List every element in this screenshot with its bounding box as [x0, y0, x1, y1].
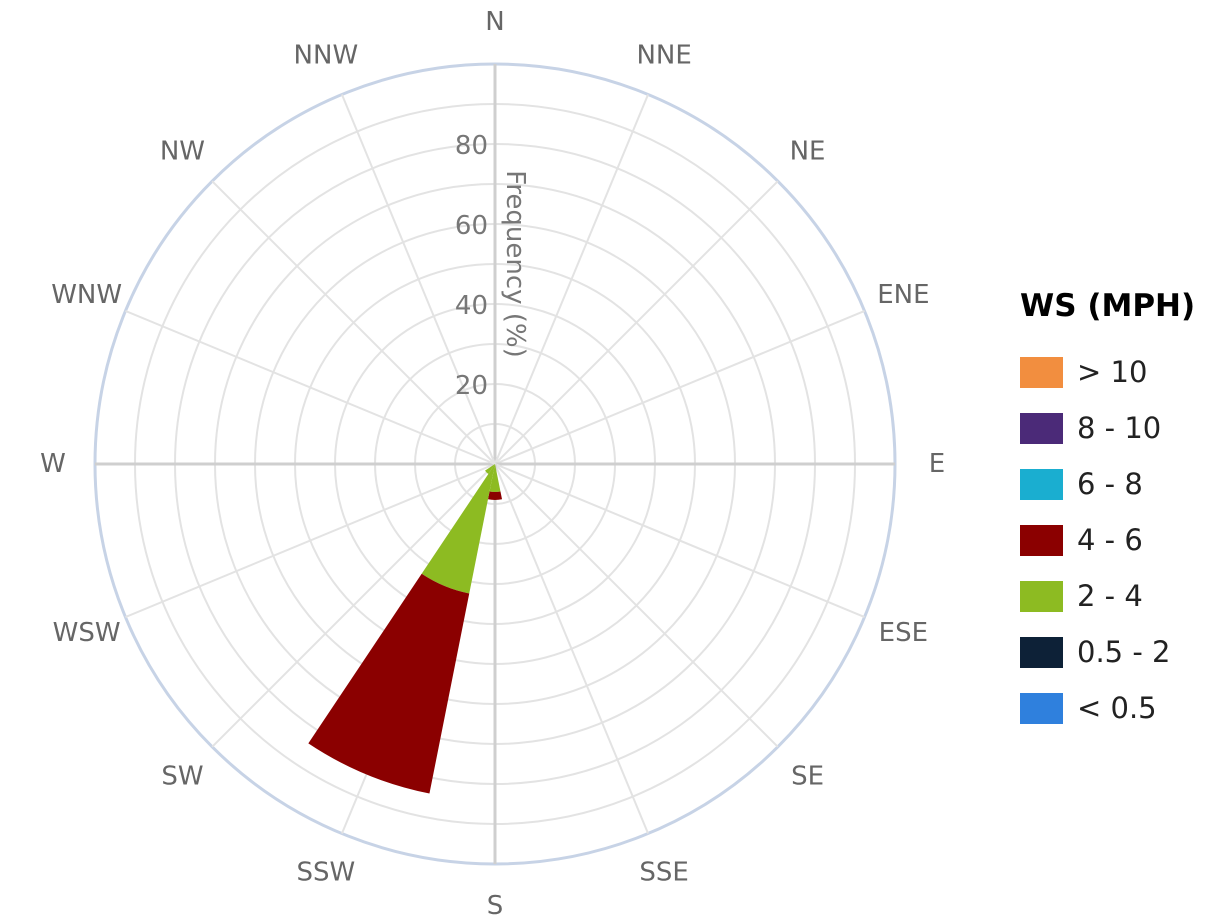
wind-bar-ssw — [308, 573, 470, 794]
wind-bar-ssw — [421, 464, 495, 594]
direction-label-ese: ESE — [879, 618, 928, 648]
legend-item[interactable]: 4 - 6 — [1020, 512, 1195, 568]
radial-tick-label: 40 — [455, 291, 488, 321]
direction-label-nne: NNE — [636, 41, 691, 71]
grid-spoke — [494, 463, 865, 618]
direction-label-nnw: NNW — [294, 41, 359, 71]
direction-label-nw: NW — [160, 136, 205, 166]
legend-label: 8 - 10 — [1077, 411, 1162, 445]
grid-spoke — [494, 310, 865, 465]
grid-spoke — [211, 463, 496, 748]
legend-swatch — [1020, 524, 1063, 556]
grid-spoke — [125, 310, 496, 465]
direction-label-wnw: WNW — [51, 280, 122, 310]
direction-label-e: E — [929, 449, 945, 479]
wind-bar-s — [487, 491, 503, 500]
grid-spoke — [494, 463, 779, 748]
direction-label-ssw: SSW — [296, 857, 355, 887]
legend-item[interactable]: > 10 — [1020, 344, 1195, 400]
grid-spoke — [125, 463, 496, 618]
direction-label-se: SE — [791, 762, 824, 792]
grid-spoke — [341, 94, 496, 465]
legend-swatch — [1020, 580, 1063, 612]
wind-rose-chart: N NNE NE ENE E ESE SE SSE S SSW SW WSW W WNW NW NNW 20 40… — [40, 7, 945, 921]
legend-label: 0.5 - 2 — [1077, 635, 1171, 669]
grid-spoke — [494, 463, 649, 834]
radial-axis-title: Frequency (%) — [500, 170, 530, 358]
legend-item[interactable]: 2 - 4 — [1020, 568, 1195, 624]
direction-label-s: S — [487, 891, 504, 921]
direction-label-wsw: WSW — [53, 618, 121, 648]
direction-label-ne: NE — [790, 136, 826, 166]
legend-swatch — [1020, 412, 1063, 444]
grid-spoke — [211, 180, 496, 465]
legend-label: > 10 — [1077, 355, 1148, 389]
legend-swatch — [1020, 692, 1063, 724]
direction-label-sse: SSE — [639, 857, 688, 887]
wind-bar-sw — [485, 464, 495, 474]
legend-item[interactable]: 0.5 - 2 — [1020, 624, 1195, 680]
legend-label: 6 - 8 — [1077, 467, 1143, 501]
wind-bar-s — [489, 464, 501, 492]
radial-tick-label: 20 — [455, 371, 488, 401]
grid-spoke — [494, 94, 649, 465]
radial-tick-label: 60 — [455, 211, 488, 241]
legend-items: > 10 8 - 10 6 - 8 4 - 6 2 - 4 0.5 - 2 < 0.5 — [1020, 344, 1195, 736]
grid-spoke — [494, 180, 779, 465]
legend-label: < 0.5 — [1077, 691, 1157, 725]
legend-swatch — [1020, 468, 1063, 500]
legend-swatch — [1020, 356, 1063, 388]
direction-label-w: W — [40, 449, 66, 479]
legend-title: WS (MPH) — [1020, 288, 1196, 324]
legend-item[interactable]: < 0.5 — [1020, 680, 1195, 736]
radial-tick-label: 80 — [455, 131, 488, 161]
legend-item[interactable]: 8 - 10 — [1020, 400, 1195, 456]
legend-swatch — [1020, 636, 1063, 668]
wind-bars — [308, 464, 503, 794]
legend-label: 2 - 4 — [1077, 579, 1143, 613]
direction-label-ene: ENE — [877, 280, 929, 310]
legend: WS (MPH) > 10 8 - 10 6 - 8 4 - 6 2 - 4 0.5 - … — [1020, 288, 1195, 736]
direction-label-n: N — [485, 7, 504, 37]
chart-labels: N NNE NE ENE E ESE SE SSE S SSW SW WSW W WNW NW NNW 20 40… — [40, 7, 945, 921]
legend-item[interactable]: 6 - 8 — [1020, 456, 1195, 512]
legend-label: 4 - 6 — [1077, 523, 1143, 557]
direction-label-sw: SW — [161, 762, 203, 792]
